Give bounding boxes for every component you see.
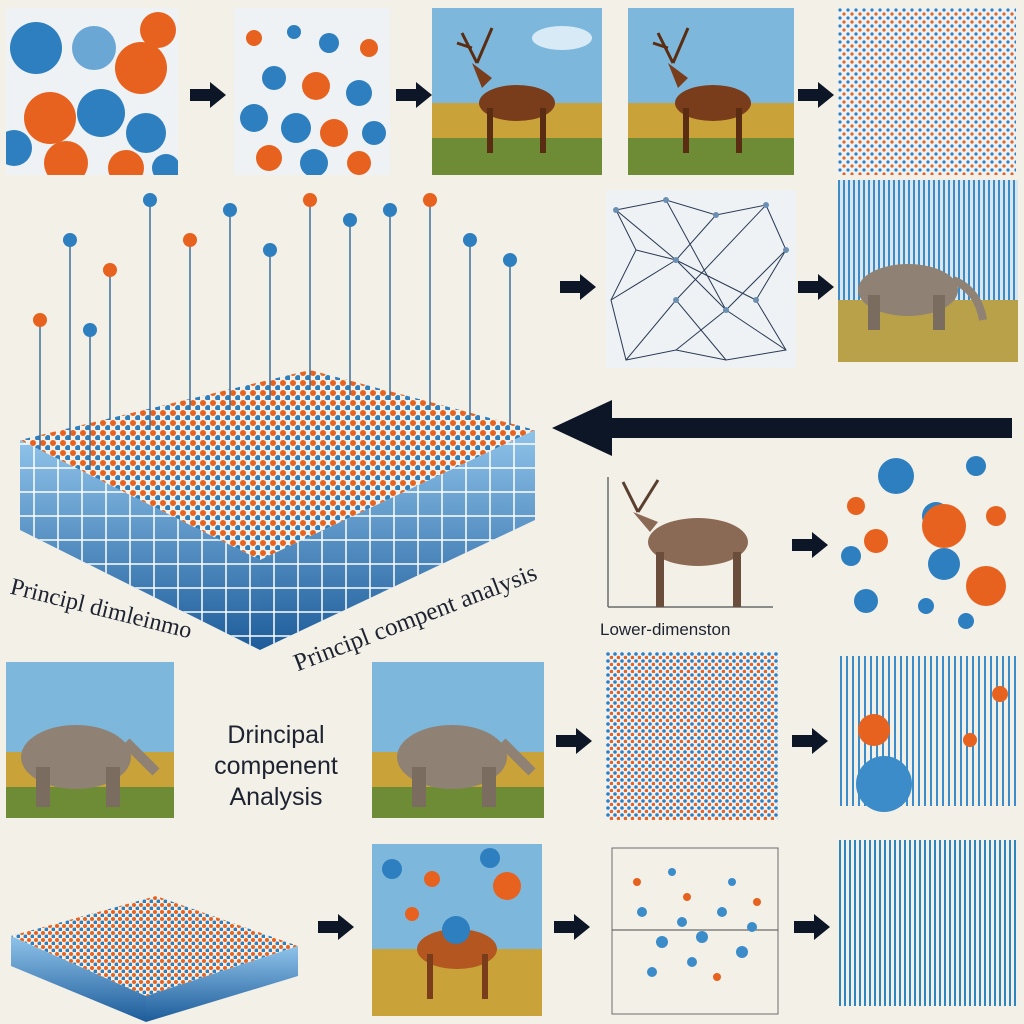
arrow-right-icon — [792, 912, 832, 942]
noise-dots-panel-2 — [606, 652, 778, 820]
spheres-dense-panel — [234, 8, 390, 175]
elephant-photo-panel-2 — [372, 662, 544, 818]
elk-photo-panel-2 — [628, 8, 794, 175]
arrow-right-icon — [394, 80, 434, 110]
elk-spheres-panel — [372, 844, 542, 1016]
arrow-right-icon — [316, 912, 356, 942]
arrow-right-icon — [188, 80, 228, 110]
3d-data-cube — [10, 180, 550, 660]
title-line-1: Drincipal — [227, 721, 325, 749]
elephant-photo-panel — [6, 662, 174, 818]
arrow-right-icon — [554, 726, 594, 756]
network-graph-panel — [606, 190, 796, 368]
elephant-bars-panel — [838, 180, 1018, 362]
signal-spikes-panel — [838, 830, 1018, 1016]
spheres-cluster-panel — [6, 8, 178, 175]
elk-photo-panel — [432, 8, 602, 175]
diagram-title: Drincipal compenent Analysis — [186, 720, 366, 813]
arrow-right-icon — [790, 726, 830, 756]
title-line-2: compenent — [214, 752, 338, 780]
arrow-right-icon — [558, 272, 598, 302]
3d-data-cube-small — [6, 826, 302, 1022]
scatter-chart-panel — [592, 842, 782, 1020]
lower-dim-chart — [578, 472, 778, 612]
lower-dimension-label: Lower-dimenston — [600, 620, 731, 639]
arrow-right-icon — [796, 80, 836, 110]
arrow-left-icon — [552, 398, 1012, 458]
arrow-right-icon — [552, 912, 592, 942]
title-line-3: Analysis — [229, 783, 323, 811]
arrow-right-icon — [790, 530, 830, 560]
arrow-right-icon — [796, 272, 836, 302]
signal-spheres-panel — [838, 636, 1018, 820]
spheres-sparse-panel — [836, 446, 1016, 632]
noise-dots-panel — [838, 8, 1016, 175]
